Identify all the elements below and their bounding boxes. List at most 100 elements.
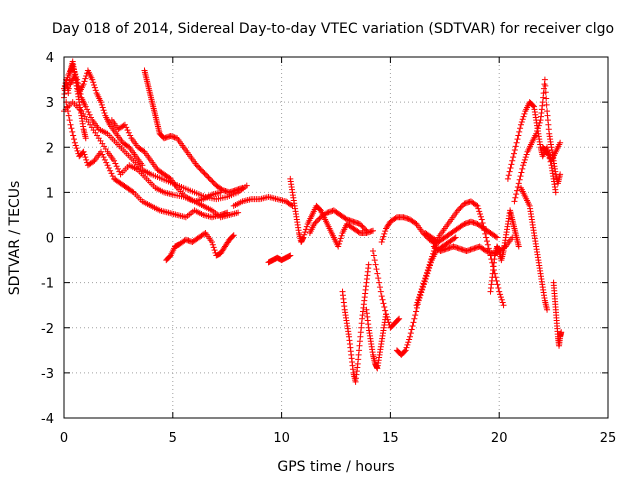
data-point-interp [510,223,517,230]
data-point-interp [552,168,559,175]
data-point-interp [362,226,369,233]
data-point-interp [403,344,410,351]
data-point-interp [495,247,502,254]
data-point-interp [197,166,204,173]
y-tick-label: 4 [46,51,54,66]
data-point-interp [484,238,491,245]
data-point-interp [369,349,376,356]
series-sat-track-1 [61,63,250,203]
data-point-interp [73,82,80,89]
data-point-interp [109,173,116,180]
data-point-interp [358,320,365,327]
data-point-interp [150,183,157,190]
data-point-interp [354,228,361,235]
data-point [104,162,111,169]
data-point-interp [547,141,554,148]
data-point-interp [553,317,560,324]
data-point-interp [434,246,441,253]
data-points [61,58,565,385]
data-point-interp [100,107,107,114]
data-point [517,121,524,128]
series-sat-track-17 [413,198,507,309]
data-point-interp [87,114,94,121]
axis-ticks: 0 5 10 15 20 25 -4 -3 -2 -1 0 1 2 3 4 [41,51,616,446]
data-point-interp [410,319,417,326]
data-point-interp [439,236,446,243]
data-point-interp [143,74,150,81]
data-point-interp [146,202,153,209]
data-point-interp [365,321,372,328]
data-point-interp [413,308,420,315]
data-point-interp [543,304,550,311]
data-point-interp [451,235,458,242]
data-point-interp [421,277,428,284]
data-point-interp [445,231,452,238]
data-point-interp [418,285,425,292]
data-point-interp [412,220,419,227]
data-point-interp [542,89,549,96]
data-point-interp [189,188,196,195]
data-point-interp [77,109,84,116]
data-point-interp [518,118,525,125]
data-point-interp [416,294,423,301]
data-point-interp [336,238,343,245]
data-point-interp [114,178,121,185]
data-point-interp [101,156,108,163]
data-point-interp [207,237,214,244]
data-point-interp [108,170,115,177]
y-tick-label: 3 [46,96,54,111]
data-point-interp [210,244,217,251]
data-point-interp [325,223,332,230]
data-point-interp [92,87,99,94]
series-sat-track-9 [265,252,294,266]
data-point [504,175,511,182]
data-point-interp [181,192,188,199]
data-point-interp [198,196,205,203]
data-point-interp [118,137,125,144]
data-point [509,157,516,164]
data-point-interp [231,187,238,194]
y-tick-label: 2 [46,141,54,156]
data-point [71,139,78,146]
series-sat-track-21 [504,99,559,196]
data-point-interp [515,241,522,248]
data-point-interp [510,150,517,157]
data-point-interp [211,247,218,254]
data-point-interp [293,213,300,220]
data-point-interp [514,187,521,194]
data-point-interp [233,210,240,217]
data-point-interp [545,126,552,133]
data-point-interp [91,84,98,91]
series-sat-track-24 [550,279,565,349]
data-point-interp [517,173,524,180]
data-point-interp [491,232,498,239]
data-point-interp [473,220,480,227]
data-point-interp [215,212,222,219]
data-point-interp [111,137,118,144]
data-point-interp [237,199,244,206]
data-point-interp [308,213,315,220]
data-point-interp [507,165,514,172]
data-point-interp [507,236,514,243]
data-point-interp [66,117,73,124]
data-point-interp [208,177,215,184]
data-point-interp [513,191,520,198]
data-point-interp [516,176,523,183]
data-point-interp [85,118,92,125]
data-point-interp [137,196,144,203]
data-point-interp [123,142,130,149]
data-point-interp [390,322,397,329]
data-point-interp [102,129,109,136]
data-point-interp [405,215,412,222]
data-point-interp [404,341,411,348]
series-sat-track-26 [61,58,89,142]
data-point-interp [423,272,430,279]
data-point-interp [354,364,361,371]
data-point-interp [450,236,457,243]
data-point-interp [458,222,465,229]
data-point [500,302,507,309]
data-point-interp [381,230,388,237]
data-point-interp [427,258,434,265]
data-point-interp [527,141,534,148]
